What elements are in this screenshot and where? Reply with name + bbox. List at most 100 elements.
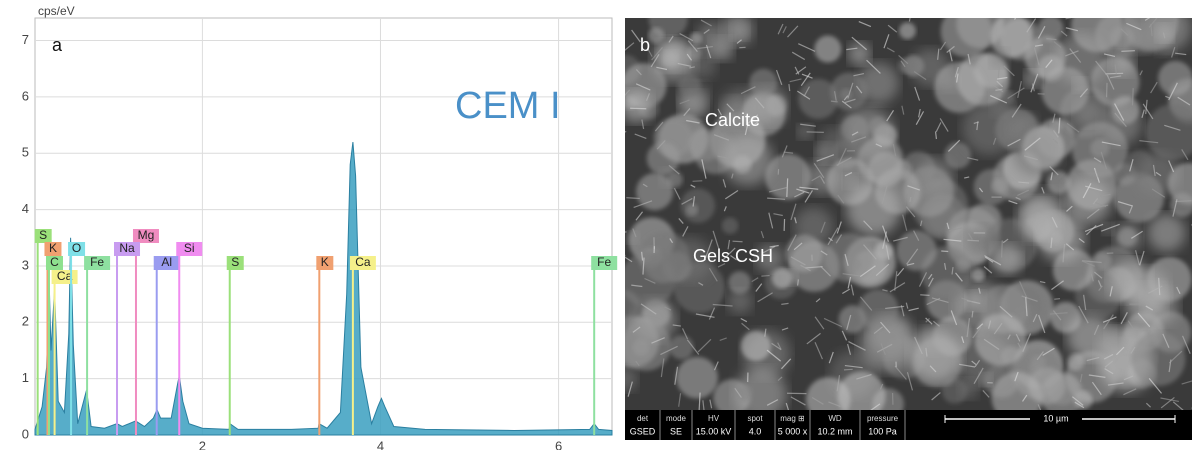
sem-fiber <box>1041 187 1045 194</box>
sem-fiber <box>1103 353 1114 360</box>
sem-fiber <box>1145 99 1148 115</box>
sem-fiber <box>785 402 790 410</box>
sem-fiber <box>640 303 657 315</box>
sem-fiber <box>946 222 950 230</box>
sem-fiber <box>1062 243 1066 263</box>
sem-blob <box>1002 90 1015 103</box>
sem-fiber <box>836 221 842 234</box>
sem-fiber <box>870 403 881 410</box>
sem-fiber <box>887 24 898 33</box>
sem-fiber <box>734 387 742 398</box>
sem-fiber <box>695 313 715 318</box>
element-label: Fe <box>90 255 104 269</box>
element-label: Na <box>119 241 135 255</box>
sem-fiber <box>982 390 990 398</box>
sem-fiber <box>781 302 789 305</box>
sem-blob <box>797 124 813 140</box>
sem-fiber <box>1181 380 1192 385</box>
sem-fiber <box>1109 286 1113 297</box>
sem-fiber <box>736 39 742 44</box>
sem-fiber <box>889 282 906 293</box>
sem-blob <box>680 188 716 223</box>
sem-fiber <box>847 82 854 99</box>
sem-fiber <box>724 190 739 200</box>
sem-fiber <box>697 45 713 50</box>
sem-fiber <box>846 47 858 51</box>
plot-area <box>34 17 613 436</box>
sem-fiber <box>768 212 774 229</box>
sem-fiber <box>1093 157 1102 163</box>
sem-fiber <box>820 265 831 277</box>
sem-fiber <box>1091 204 1109 209</box>
sem-fiber <box>626 197 640 200</box>
sem-fiber <box>786 178 789 198</box>
sem-fiber <box>1168 350 1183 364</box>
sem-fiber <box>823 317 843 328</box>
sem-fiber <box>712 230 720 250</box>
sem-fiber <box>918 272 928 287</box>
sem-fiber <box>847 343 852 355</box>
sem-fiber <box>1139 70 1143 76</box>
sem-blob <box>824 233 874 283</box>
sem-fiber <box>928 277 934 287</box>
element-label: Ca <box>355 255 371 269</box>
sem-fiber <box>1095 60 1109 77</box>
sem-fiber <box>797 90 811 100</box>
sem-fiber <box>753 121 759 126</box>
sem-fiber <box>1086 356 1100 362</box>
sem-fiber <box>1050 172 1053 181</box>
sem-fiber <box>797 279 799 286</box>
sem-fiber <box>790 256 806 266</box>
sem-fiber <box>814 316 825 330</box>
sem-fiber <box>842 273 862 277</box>
sem-fiber <box>946 45 955 53</box>
sem-fiber <box>1086 225 1097 236</box>
sem-fiber <box>777 342 782 350</box>
sem-fiber <box>955 272 963 282</box>
sem-fiber <box>1038 314 1046 334</box>
sem-fiber <box>858 21 872 28</box>
sem-fiber <box>717 263 726 268</box>
element-label: C <box>50 255 59 269</box>
sem-fiber <box>1168 160 1175 173</box>
sem-fiber <box>1098 285 1103 291</box>
sem-fiber <box>1058 117 1061 134</box>
sem-blob <box>940 18 993 58</box>
sem-fiber <box>906 248 919 265</box>
sem-fiber <box>769 244 779 248</box>
element-label-box <box>68 242 86 256</box>
sem-blob <box>730 21 749 41</box>
sem-blob <box>1110 26 1135 51</box>
annotation: CEM I <box>455 85 561 127</box>
sem-fiber <box>1007 334 1011 340</box>
sem-fiber <box>631 29 641 43</box>
info-value: SE <box>670 426 682 436</box>
element-label: Fe <box>597 255 611 269</box>
sem-blob <box>973 169 1010 206</box>
sem-fiber <box>690 184 696 188</box>
scale-label: 10 µm <box>1043 413 1068 423</box>
sem-fiber <box>918 108 921 118</box>
element-label-box <box>84 256 111 270</box>
sem-fiber <box>1158 277 1161 296</box>
sem-fiber <box>800 72 811 87</box>
sem-fiber <box>984 256 994 263</box>
y-tick-label: 4 <box>22 201 29 216</box>
sem-fiber <box>1126 22 1142 31</box>
sem-fiber <box>1172 199 1178 217</box>
sem-fiber <box>806 131 824 133</box>
sem-fiber <box>732 240 743 243</box>
sem-fiber <box>1066 122 1080 133</box>
sem-fiber <box>713 361 719 371</box>
sem-fiber <box>913 71 927 81</box>
sem-fiber <box>1001 240 1003 258</box>
sem-fiber <box>1103 53 1116 58</box>
sem-fiber <box>811 397 824 405</box>
sem-blob <box>728 271 752 294</box>
sem-fiber <box>1139 250 1145 266</box>
sem-fiber <box>766 349 782 362</box>
sem-fiber <box>787 234 797 251</box>
sem-fiber <box>644 277 656 284</box>
x-tick-label: 4 <box>377 438 384 450</box>
sem-blob <box>989 48 1010 68</box>
